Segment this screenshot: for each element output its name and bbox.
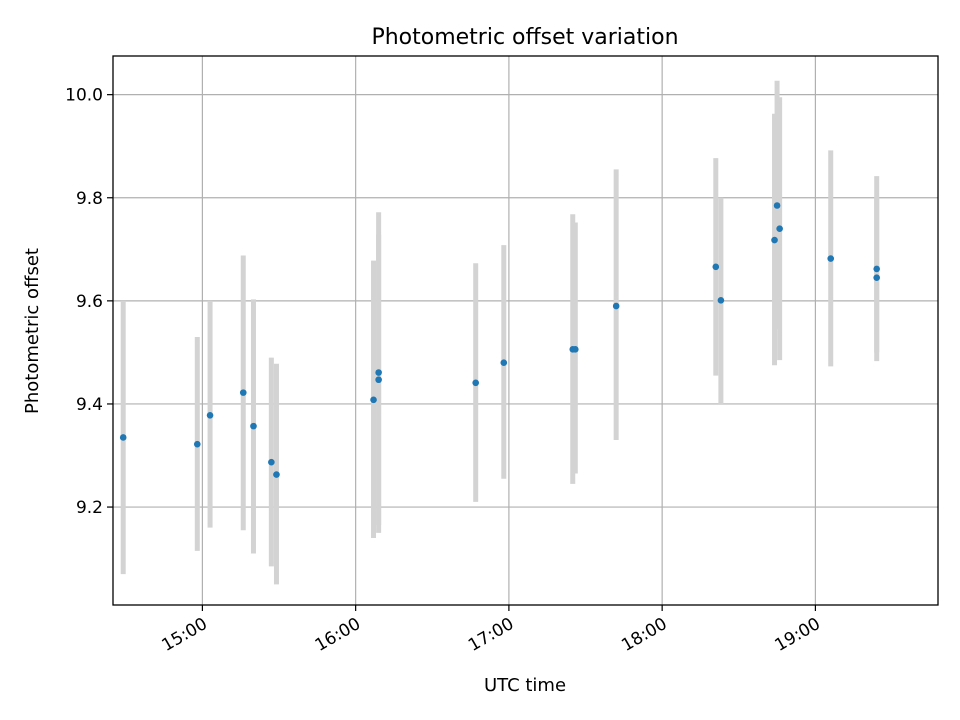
data-point — [472, 379, 479, 387]
y-tick-label: 9.4 — [76, 395, 103, 415]
data-point — [717, 297, 725, 304]
y-tick-label: 9.2 — [76, 498, 103, 518]
y-tick-label: 9.6 — [76, 292, 103, 312]
data-point — [712, 263, 720, 271]
data-point — [250, 422, 257, 430]
data-point — [273, 471, 280, 478]
x-tick-label: 17:00 — [465, 614, 517, 656]
data-point — [776, 225, 783, 232]
errorbar-layer — [120, 80, 880, 585]
x-tick-label: 18:00 — [618, 614, 670, 656]
data-point — [773, 202, 781, 209]
data-point — [771, 236, 778, 244]
tick-layer: 15:00 16:00 17:00 18:00 19:00 9.2 9.4 9.6 9.8 10.… — [65, 86, 824, 656]
data-point — [193, 440, 201, 448]
data-point — [375, 369, 382, 376]
data-point — [873, 265, 880, 273]
y-axis-label: Photometric offset — [22, 248, 43, 414]
x-tick-label: 15:00 — [158, 614, 210, 656]
data-point — [239, 389, 247, 396]
x-tick-label: 19:00 — [771, 614, 823, 656]
data-point — [612, 302, 620, 310]
data-point — [500, 359, 508, 367]
y-tick-label: 10.0 — [65, 86, 103, 106]
chart-title: Photometric offset variation — [371, 25, 678, 50]
data-point — [873, 274, 880, 281]
plot-frame — [112, 55, 939, 606]
y-tick-label: 9.8 — [76, 189, 103, 209]
x-axis-label: UTC time — [484, 675, 566, 696]
data-point — [206, 411, 214, 419]
data-point — [370, 396, 377, 404]
data-point — [572, 346, 579, 353]
data-point — [268, 458, 275, 466]
grid-layer — [113, 56, 938, 605]
data-point — [375, 376, 382, 384]
point-layer — [119, 202, 880, 478]
x-tick-label: 16:00 — [312, 614, 364, 656]
data-point — [827, 255, 835, 262]
data-point — [119, 434, 127, 441]
